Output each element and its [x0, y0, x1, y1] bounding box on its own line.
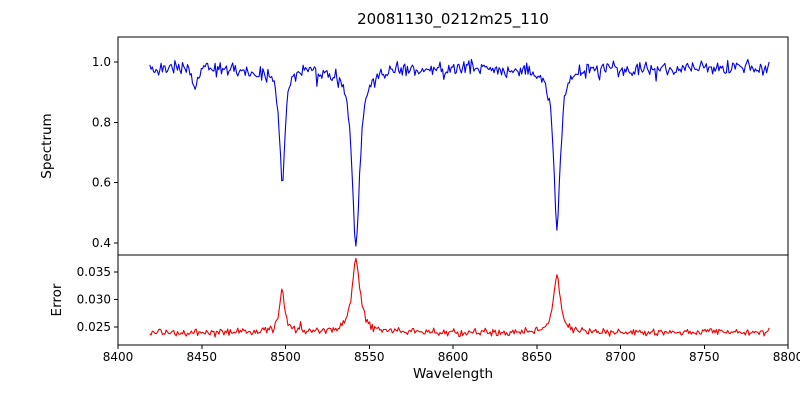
spectrum-y-tick-label: 1.0 [92, 55, 111, 69]
plot-title: 20081130_0212m25_110 [357, 10, 549, 28]
spectrum-line [149, 58, 770, 247]
x-tick-label: 8650 [521, 350, 552, 364]
error-y-tick-label: 0.035 [77, 265, 111, 279]
x-tick-label: 8600 [438, 350, 469, 364]
spectrum-y-tick-label: 0.4 [92, 236, 111, 250]
error-y-tick-label: 0.030 [77, 292, 111, 306]
spectrum-y-tick-label: 0.6 [92, 176, 111, 190]
error-y-axis-label: Error [49, 283, 65, 317]
x-tick-label: 8700 [605, 350, 636, 364]
spectrum-y-axis-label: Spectrum [39, 113, 55, 179]
x-tick-label: 8450 [186, 350, 217, 364]
error-y-tick-label: 0.025 [77, 320, 111, 334]
x-tick-label: 8800 [773, 350, 800, 364]
x-tick-label: 8750 [689, 350, 720, 364]
x-tick-label: 8500 [270, 350, 301, 364]
x-tick-label: 8400 [103, 350, 134, 364]
x-tick-label: 8550 [354, 350, 385, 364]
x-axis-label: Wavelength [412, 366, 494, 382]
error-line [149, 257, 770, 338]
spectrum-y-tick-label: 0.8 [92, 115, 111, 129]
